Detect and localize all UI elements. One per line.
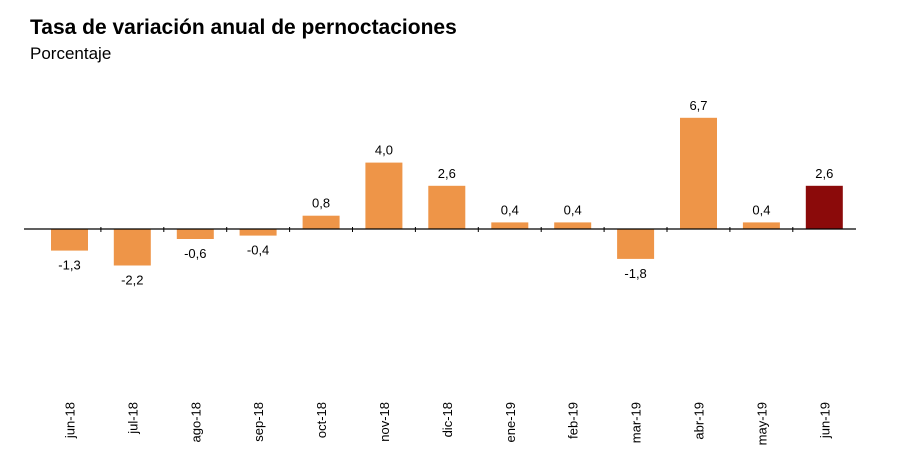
data-label-dic-18: 2,6 (438, 166, 456, 181)
bar-may-19 (742, 222, 780, 229)
x-tick-sep-18: sep-18 (251, 402, 266, 442)
x-tick-mar-19: mar-19 (629, 402, 644, 443)
bar-abr-19 (680, 117, 717, 229)
bar-ago-18 (176, 229, 214, 239)
x-tick-dic-18: dic-18 (440, 402, 455, 437)
x-tick-jun-18: jun-18 (63, 402, 78, 439)
x-tick-ago-18: ago-18 (188, 402, 203, 442)
bar-dic-18 (428, 185, 466, 229)
bar-oct-18 (302, 215, 340, 229)
data-label-jul-18: -2,2 (121, 273, 143, 288)
data-label-mar-19: -1,8 (624, 266, 646, 281)
bar-jun-19 (805, 185, 843, 229)
data-label-jun-18: -1,3 (58, 258, 80, 273)
x-tick-jul-18: jul-18 (125, 402, 140, 435)
x-tick-oct-18: oct-18 (314, 402, 329, 438)
bar-sep-18 (239, 229, 277, 236)
data-label-abr-19: 6,7 (689, 98, 707, 113)
x-tick-feb-19: feb-19 (566, 402, 581, 439)
bar-mar-19 (617, 229, 655, 259)
data-label-jun-19: 2,6 (815, 166, 833, 181)
data-label-sep-18: -0,4 (247, 243, 269, 258)
data-label-oct-18: 0,8 (312, 196, 330, 211)
bar-jun-18 (51, 229, 88, 251)
data-label-ago-18: -0,6 (184, 246, 206, 261)
data-label-ene-19: 0,4 (501, 202, 519, 217)
bar-jul-18 (113, 229, 151, 266)
data-label-feb-19: 0,4 (564, 202, 582, 217)
x-tick-jun-19: jun-19 (817, 402, 832, 439)
bar-ene-19 (491, 222, 529, 229)
x-tick-ene-19: ene-19 (503, 402, 518, 442)
bar-nov-18 (365, 162, 403, 229)
data-label-may-19: 0,4 (752, 202, 770, 217)
x-tick-nov-18: nov-18 (377, 402, 392, 442)
data-label-nov-18: 4,0 (375, 143, 393, 158)
x-tick-may-19: may-19 (754, 402, 769, 445)
x-tick-abr-19: abr-19 (692, 402, 707, 440)
chart-title: Tasa de variación anual de pernoctacione… (30, 16, 457, 39)
bar-feb-19 (554, 222, 592, 229)
chart-subtitle: Porcentaje (30, 44, 112, 63)
